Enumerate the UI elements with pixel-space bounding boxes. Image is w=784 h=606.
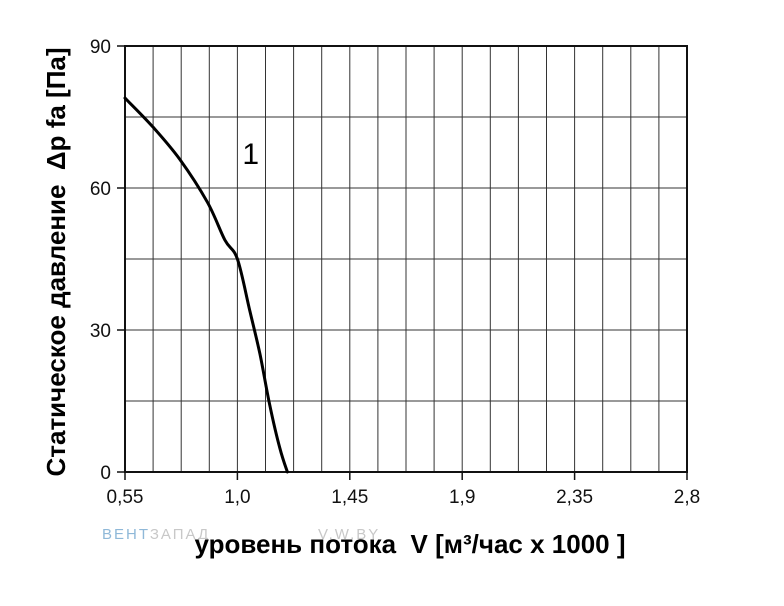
series-line-1 (123, 96, 289, 474)
y-tick-label: 0 (100, 463, 111, 484)
y-axis-title: Статическое давление Δp fa [Па] (41, 47, 71, 476)
x-tick-label: 1,9 (449, 487, 475, 508)
svg-text:ВЕНТЗАПАД: ВЕНТЗАПАД (102, 526, 210, 543)
x-tick-label: 1,0 (224, 487, 250, 508)
watermark-domain: V.W.BY (318, 526, 380, 543)
series-label-1: 1 (242, 138, 259, 171)
watermark-brand-part1: ВЕНТ (102, 526, 150, 543)
y-tick-label: 30 (90, 321, 111, 342)
x-axis-title: уровень потока V [м³/час x 1000 ] (194, 529, 625, 559)
series: 1 (123, 96, 289, 474)
plot-frame (124, 45, 688, 473)
grid (124, 45, 688, 473)
tick-labels: 0,55 1,0 1,45 1,9 2,35 2,8 0 30 60 90 (90, 37, 700, 508)
x-tick-label: 1,45 (331, 487, 368, 508)
x-tick-label: 0,55 (107, 487, 144, 508)
x-tick-label: 2,8 (674, 487, 700, 508)
watermark: ВЕНТЗАПАД V.W.BY (102, 526, 380, 543)
watermark-brand-part2: ЗАПАД (150, 526, 210, 543)
x-tick-label: 2,35 (556, 487, 593, 508)
y-tick-label: 90 (90, 37, 111, 58)
y-tick-label: 60 (90, 179, 111, 200)
